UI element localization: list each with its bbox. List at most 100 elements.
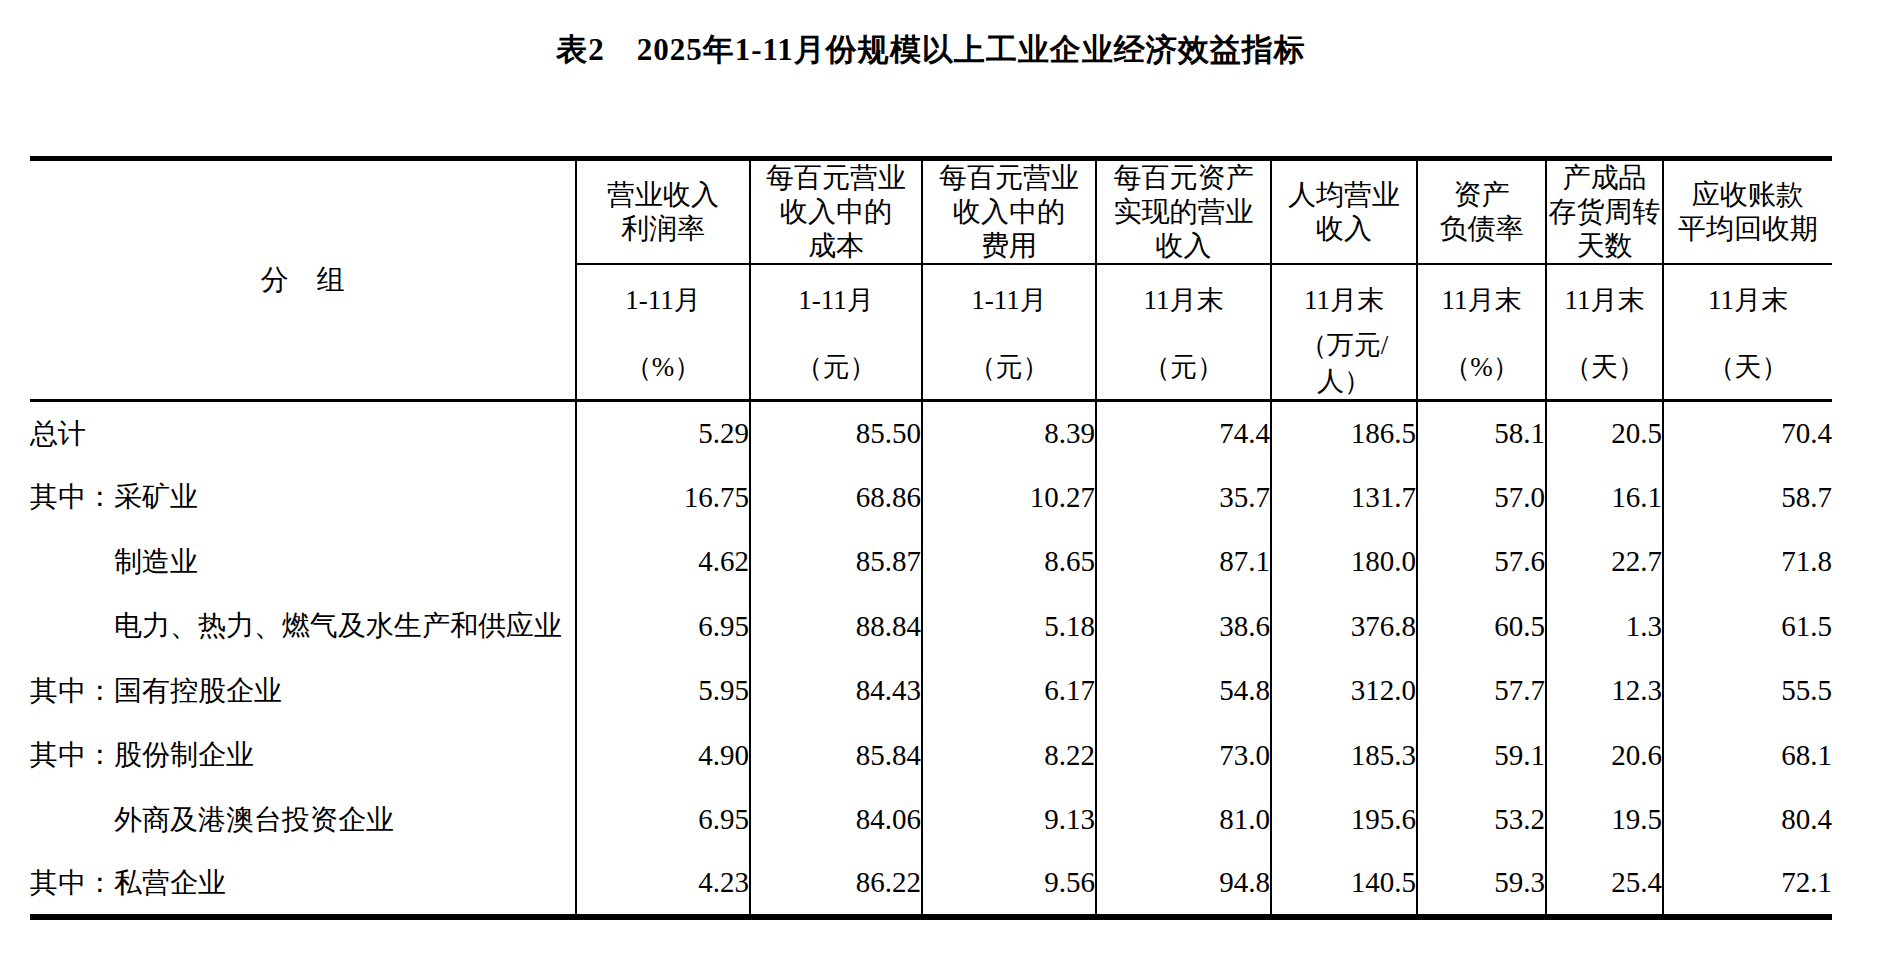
cell-value: 70.4: [1663, 401, 1832, 466]
column-header-period-unit: 11月末 （天）: [1546, 264, 1663, 401]
column-header-name: 每百元营业 收入中的 成本: [750, 159, 922, 265]
row-label: 其中：私营企业: [30, 852, 576, 917]
column-header-name: 每百元营业 收入中的 费用: [922, 159, 1096, 265]
column-header-name: 资产 负债率: [1417, 159, 1546, 265]
column-header-period-unit: 11月末 （%）: [1417, 264, 1546, 401]
cell-value: 8.65: [922, 530, 1096, 595]
cell-value: 16.1: [1546, 465, 1663, 530]
cell-value: 87.1: [1096, 530, 1271, 595]
table-row: 制造业4.6285.878.6587.1180.057.622.771.8: [30, 530, 1832, 595]
column-header-name: 每百元资产 实现的营业 收入: [1096, 159, 1271, 265]
cell-value: 376.8: [1271, 594, 1417, 659]
row-label: 其中：股份制企业: [30, 723, 576, 788]
cell-value: 6.95: [576, 594, 750, 659]
column-header-period-unit: 1-11月 （%）: [576, 264, 750, 401]
column-period: 11月末: [1664, 283, 1832, 317]
cell-value: 9.56: [922, 852, 1096, 917]
cell-value: 61.5: [1663, 594, 1832, 659]
table-row: 其中：国有控股企业5.9584.436.1754.8312.057.712.35…: [30, 659, 1832, 724]
header-row-names: 分 组 营业收入 利润率每百元营业 收入中的 成本每百元营业 收入中的 费用每百…: [30, 159, 1832, 265]
column-unit: （%）: [577, 350, 749, 384]
column-period: 11月末: [1547, 283, 1662, 317]
column-unit: （%）: [1418, 350, 1545, 384]
column-header-name: 产成品 存货周转 天数: [1546, 159, 1663, 265]
cell-value: 60.5: [1417, 594, 1546, 659]
column-period: 11月末: [1097, 283, 1270, 317]
table-row: 外商及港澳台投资企业6.9584.069.1381.0195.653.219.5…: [30, 788, 1832, 853]
cell-value: 6.95: [576, 788, 750, 853]
cell-value: 73.0: [1096, 723, 1271, 788]
cell-value: 54.8: [1096, 659, 1271, 724]
column-header-period-unit: 1-11月 （元）: [750, 264, 922, 401]
cell-value: 88.84: [750, 594, 922, 659]
row-label: 其中：国有控股企业: [30, 659, 576, 724]
column-unit: （天）: [1547, 350, 1662, 384]
row-label: 电力、热力、燃气及水生产和供应业: [30, 594, 576, 659]
cell-value: 186.5: [1271, 401, 1417, 466]
column-period: 1-11月: [751, 283, 921, 317]
cell-value: 4.62: [576, 530, 750, 595]
cell-value: 22.7: [1546, 530, 1663, 595]
table-row: 其中：股份制企业4.9085.848.2273.0185.359.120.668…: [30, 723, 1832, 788]
cell-value: 86.22: [750, 852, 922, 917]
cell-value: 5.29: [576, 401, 750, 466]
column-header-period-unit: 11月末 （天）: [1663, 264, 1832, 401]
cell-value: 12.3: [1546, 659, 1663, 724]
cell-value: 4.23: [576, 852, 750, 917]
cell-value: 10.27: [922, 465, 1096, 530]
cell-value: 84.06: [750, 788, 922, 853]
table-body: 总计5.2985.508.3974.4186.558.120.570.4其中：采…: [30, 401, 1832, 917]
cell-value: 57.0: [1417, 465, 1546, 530]
cell-value: 59.3: [1417, 852, 1546, 917]
cell-value: 55.5: [1663, 659, 1832, 724]
cell-value: 53.2: [1417, 788, 1546, 853]
cell-value: 312.0: [1271, 659, 1417, 724]
column-header-name: 营业收入 利润率: [576, 159, 750, 265]
column-header-period-unit: 11月末（万元/ 人）: [1271, 264, 1417, 401]
cell-value: 6.17: [922, 659, 1096, 724]
table-header: 分 组 营业收入 利润率每百元营业 收入中的 成本每百元营业 收入中的 费用每百…: [30, 159, 1832, 401]
column-period: 11月末: [1272, 283, 1416, 317]
cell-value: 5.95: [576, 659, 750, 724]
cell-value: 25.4: [1546, 852, 1663, 917]
cell-value: 57.6: [1417, 530, 1546, 595]
table-row: 电力、热力、燃气及水生产和供应业6.9588.845.1838.6376.860…: [30, 594, 1832, 659]
cell-value: 84.43: [750, 659, 922, 724]
cell-value: 68.86: [750, 465, 922, 530]
cell-value: 38.6: [1096, 594, 1271, 659]
column-period: 1-11月: [577, 283, 749, 317]
cell-value: 19.5: [1546, 788, 1663, 853]
row-label: 总计: [30, 401, 576, 466]
page: 表2 2025年1-11月份规模以上工业企业经济效益指标 分 组 营业收入 利润…: [0, 0, 1884, 976]
cell-value: 195.6: [1271, 788, 1417, 853]
row-label: 其中：采矿业: [30, 465, 576, 530]
cell-value: 16.75: [576, 465, 750, 530]
column-unit: （元）: [923, 350, 1095, 384]
cell-value: 58.1: [1417, 401, 1546, 466]
column-period: 11月末: [1418, 283, 1545, 317]
cell-value: 57.7: [1417, 659, 1546, 724]
cell-value: 9.13: [922, 788, 1096, 853]
economic-indicators-table: 分 组 营业收入 利润率每百元营业 收入中的 成本每百元营业 收入中的 费用每百…: [30, 156, 1832, 920]
cell-value: 140.5: [1271, 852, 1417, 917]
cell-value: 20.6: [1546, 723, 1663, 788]
cell-value: 85.84: [750, 723, 922, 788]
cell-value: 71.8: [1663, 530, 1832, 595]
cell-value: 20.5: [1546, 401, 1663, 466]
cell-value: 74.4: [1096, 401, 1271, 466]
column-unit: （元）: [751, 350, 921, 384]
column-unit: （天）: [1664, 350, 1832, 384]
column-header-name: 应收账款 平均回收期: [1663, 159, 1832, 265]
cell-value: 8.39: [922, 401, 1096, 466]
cell-value: 72.1: [1663, 852, 1832, 917]
column-period: 1-11月: [923, 283, 1095, 317]
cell-value: 80.4: [1663, 788, 1832, 853]
table-row: 总计5.2985.508.3974.4186.558.120.570.4: [30, 401, 1832, 466]
row-label: 制造业: [30, 530, 576, 595]
table-row: 其中：采矿业16.7568.8610.2735.7131.757.016.158…: [30, 465, 1832, 530]
cell-value: 180.0: [1271, 530, 1417, 595]
cell-value: 5.18: [922, 594, 1096, 659]
cell-value: 81.0: [1096, 788, 1271, 853]
table-title: 表2 2025年1-11月份规模以上工业企业经济效益指标: [30, 0, 1832, 70]
cell-value: 4.90: [576, 723, 750, 788]
